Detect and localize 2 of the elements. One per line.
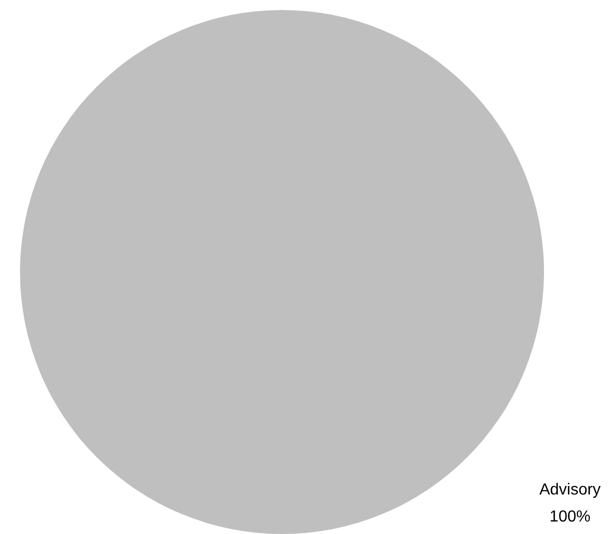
data-label: 100% bbox=[550, 508, 590, 526]
slice-label: Advisory bbox=[539, 481, 601, 498]
